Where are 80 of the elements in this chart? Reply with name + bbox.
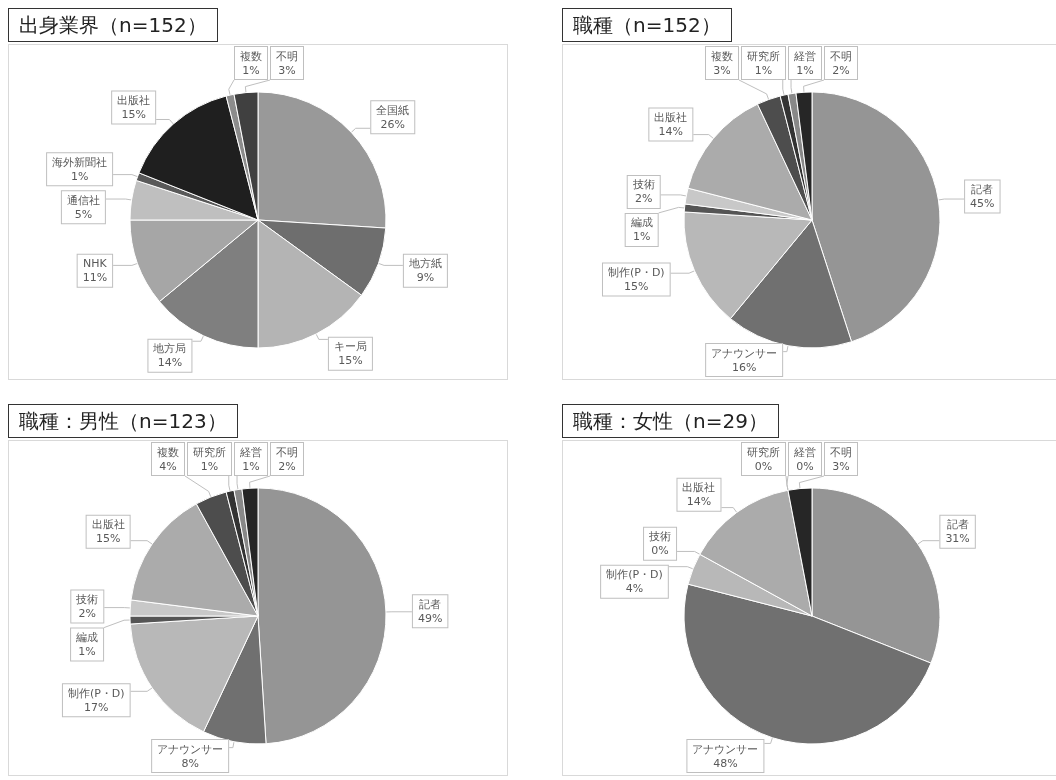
data-label: 15%: [95, 532, 121, 546]
data-label: 2%: [832, 63, 850, 77]
text: 0%: [754, 459, 773, 473]
data-label: 4%: [159, 459, 177, 473]
data-label: 1%: [754, 63, 773, 77]
slice-label: 複数: [240, 49, 262, 63]
data-label: 26%: [380, 117, 405, 131]
data-label: 2%: [635, 192, 653, 206]
data-label: 15%: [121, 107, 146, 121]
data-label: 4%: [625, 582, 644, 596]
data-label: 49%: [417, 611, 443, 625]
slice-label: 出版社: [117, 93, 151, 107]
slice-label: 出版社: [91, 518, 125, 532]
slice-label: 記者: [419, 597, 442, 611]
data-label: 31%: [945, 532, 970, 546]
chart-title: 職種（n=152）: [562, 8, 732, 42]
slice-label: アナウンサー: [692, 742, 759, 756]
slice-label: 出版社: [654, 110, 688, 124]
slice-label: 編成: [629, 216, 653, 230]
data-label: 17%: [84, 700, 109, 714]
slice-label: アナウンサー: [711, 346, 778, 360]
data-label: 1%: [78, 645, 96, 659]
slice-label: 地方局: [152, 342, 187, 356]
slice-label: 記者: [971, 183, 994, 197]
slice-label: 制作(P・D): [67, 686, 125, 700]
slice-label: 不明: [830, 49, 852, 63]
data-label: 1%: [70, 169, 89, 183]
category-label: 技術: [649, 530, 672, 544]
data-label: 15%: [624, 280, 649, 294]
data-label: 2%: [278, 459, 296, 473]
data-label: 1%: [796, 63, 814, 77]
slice-label: 不明: [276, 445, 298, 459]
data-label: 3%: [832, 459, 850, 473]
data-label: 16%: [731, 360, 757, 374]
slice-label: 経営: [793, 49, 816, 63]
data-label: 8%: [181, 756, 199, 770]
slice-label: 経営: [239, 445, 262, 459]
slice-label: 海外新聞社: [52, 155, 108, 169]
slice-label: 不明: [276, 49, 298, 63]
slice-label: キー局: [333, 340, 367, 354]
chart-title: 職種：女性（n=29）: [562, 404, 779, 438]
data-label: 2%: [78, 607, 97, 621]
slice-label: 研究所: [193, 445, 226, 459]
chart-title: 職種：男性（n=123）: [8, 404, 238, 438]
data-label: 14%: [157, 356, 183, 370]
slice-label: 複数: [711, 49, 733, 63]
slice-label: 通信社: [66, 193, 100, 207]
slice-label: 制作(P・D): [606, 568, 663, 582]
data-label: 5%: [74, 207, 93, 221]
text: 0%: [796, 459, 814, 473]
data-label: 1%: [200, 459, 219, 473]
slice-label: 技術: [75, 593, 99, 607]
slice-label: 記者: [946, 518, 969, 532]
data-label: 14%: [686, 495, 712, 509]
chart-title: 出身業界（n=152）: [8, 8, 218, 42]
slice-label: 出版社: [682, 481, 716, 495]
slice-label: 研究所: [747, 49, 780, 63]
data-label: 1%: [632, 230, 651, 244]
data-label: 3%: [278, 63, 296, 77]
category-label: 経営: [794, 445, 816, 459]
slice-label: アナウンサー: [157, 742, 224, 756]
slice-label: 制作(P・D): [607, 266, 665, 280]
slice-label: 不明: [830, 445, 852, 459]
text: 0%: [651, 544, 669, 558]
data-label: 45%: [970, 197, 995, 211]
data-label: 1%: [242, 459, 260, 473]
slice-label: 技術: [631, 178, 655, 192]
data-label: 3%: [713, 63, 731, 77]
data-label: 9%: [416, 271, 435, 285]
category-label: 研究所: [747, 445, 780, 459]
slice-label: 地方紙: [407, 257, 442, 271]
data-label: 48%: [713, 756, 738, 770]
slice-label: NHK: [83, 257, 108, 271]
slice-label: 複数: [157, 445, 179, 459]
data-label: 1%: [242, 63, 260, 77]
data-label: 14%: [658, 124, 684, 138]
slice-label: 全国紙: [376, 103, 410, 117]
data-label: 11%: [82, 271, 108, 285]
data-label: 15%: [338, 354, 363, 368]
slice-label: 編成: [75, 631, 99, 645]
